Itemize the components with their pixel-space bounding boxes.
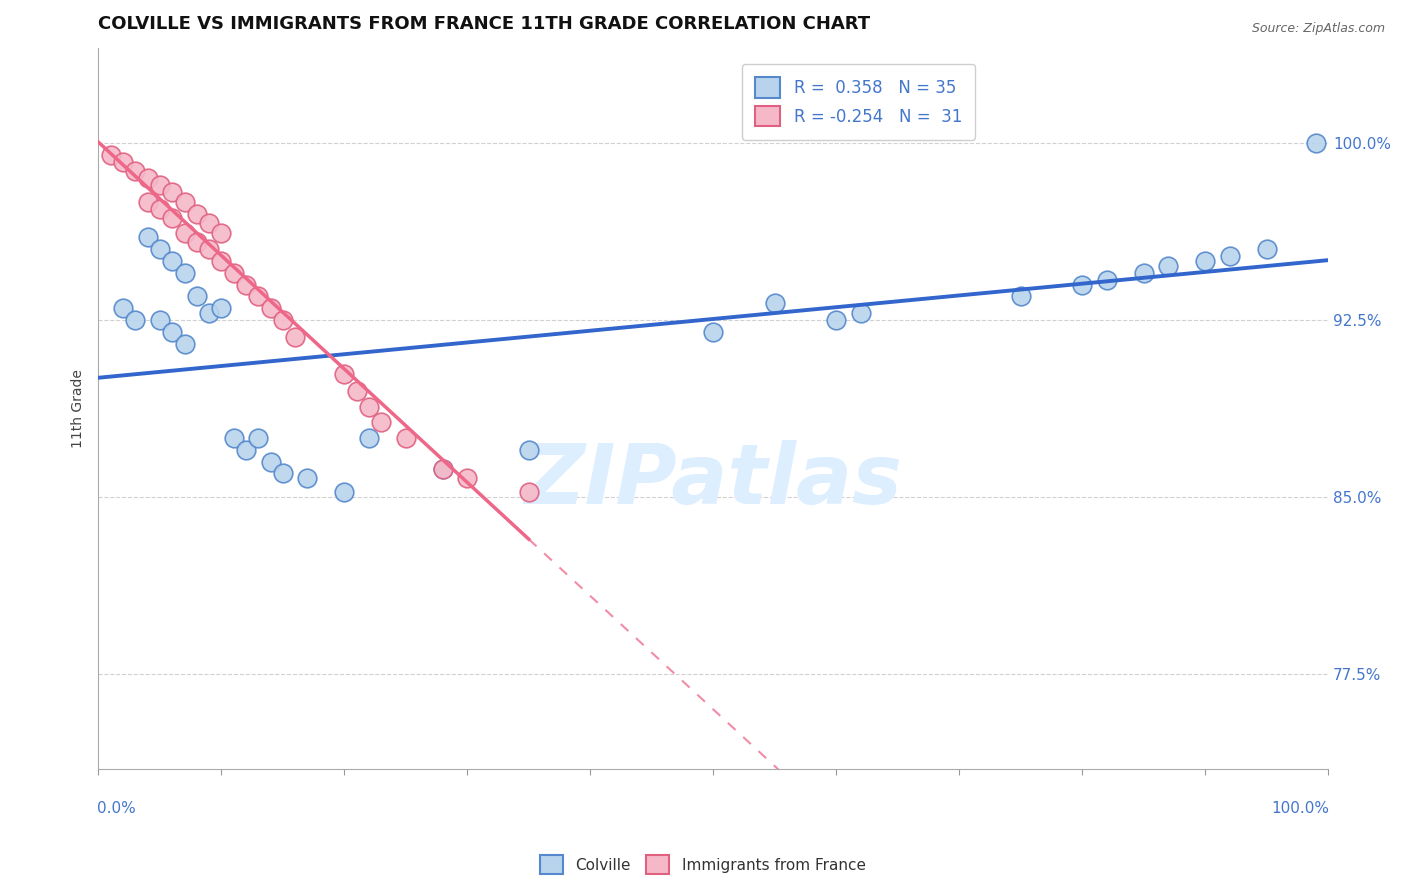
Point [346, 384, 368, 398]
Point [209, 226, 232, 240]
Point [149, 242, 172, 256]
Point [235, 277, 257, 292]
Point [259, 301, 281, 316]
Point [186, 207, 208, 221]
Point [1010, 289, 1032, 303]
Point [357, 401, 380, 415]
Point [395, 431, 418, 445]
Point [1219, 249, 1241, 263]
Point [333, 485, 356, 500]
Point [173, 266, 195, 280]
Point [271, 467, 294, 481]
Point [222, 266, 245, 280]
Text: 0.0%: 0.0% [97, 801, 136, 816]
Point [136, 194, 159, 209]
Point [235, 442, 257, 457]
Point [271, 313, 294, 327]
Point [198, 242, 221, 256]
Point [247, 289, 270, 303]
Point [1095, 273, 1118, 287]
Point [160, 211, 183, 226]
Point [517, 442, 540, 457]
Point [149, 313, 172, 327]
Point [1157, 259, 1180, 273]
Point [112, 301, 135, 316]
Point [702, 325, 724, 339]
Point [432, 462, 454, 476]
Point [849, 306, 872, 320]
Point [136, 171, 159, 186]
Point [1256, 242, 1278, 256]
Point [1305, 136, 1327, 150]
Point [370, 415, 392, 429]
Point [259, 455, 281, 469]
Point [517, 485, 540, 500]
Point [160, 325, 183, 339]
Point [100, 147, 122, 161]
Point [198, 216, 221, 230]
Point [456, 471, 478, 485]
Point [1132, 266, 1154, 280]
Point [1194, 254, 1216, 268]
Legend: Colville, Immigrants from France: Colville, Immigrants from France [534, 849, 872, 880]
Point [149, 178, 172, 193]
Point [209, 254, 232, 268]
Point [1071, 277, 1094, 292]
Text: 100.0%: 100.0% [1271, 801, 1329, 816]
Point [124, 164, 146, 178]
Point [222, 431, 245, 445]
Point [186, 289, 208, 303]
Point [297, 471, 319, 485]
Point [357, 431, 380, 445]
Legend: R =  0.358   N = 35, R = -0.254   N =  31: R = 0.358 N = 35, R = -0.254 N = 31 [742, 64, 976, 140]
Text: COLVILLE VS IMMIGRANTS FROM FRANCE 11TH GRADE CORRELATION CHART: COLVILLE VS IMMIGRANTS FROM FRANCE 11TH … [98, 15, 870, 33]
Point [173, 226, 195, 240]
Point [160, 186, 183, 200]
Text: Source: ZipAtlas.com: Source: ZipAtlas.com [1251, 22, 1385, 36]
Point [136, 230, 159, 244]
Point [173, 194, 195, 209]
Point [112, 154, 135, 169]
Point [284, 329, 307, 343]
Point [247, 431, 270, 445]
Point [160, 254, 183, 268]
Point [432, 462, 454, 476]
Point [209, 301, 232, 316]
Point [825, 313, 848, 327]
Point [763, 296, 786, 310]
Point [124, 313, 146, 327]
Point [198, 306, 221, 320]
Point [173, 336, 195, 351]
Point [149, 202, 172, 216]
Text: ZIPatlas: ZIPatlas [524, 440, 903, 521]
Point [186, 235, 208, 249]
Y-axis label: 11th Grade: 11th Grade [72, 369, 86, 448]
Point [333, 368, 356, 382]
